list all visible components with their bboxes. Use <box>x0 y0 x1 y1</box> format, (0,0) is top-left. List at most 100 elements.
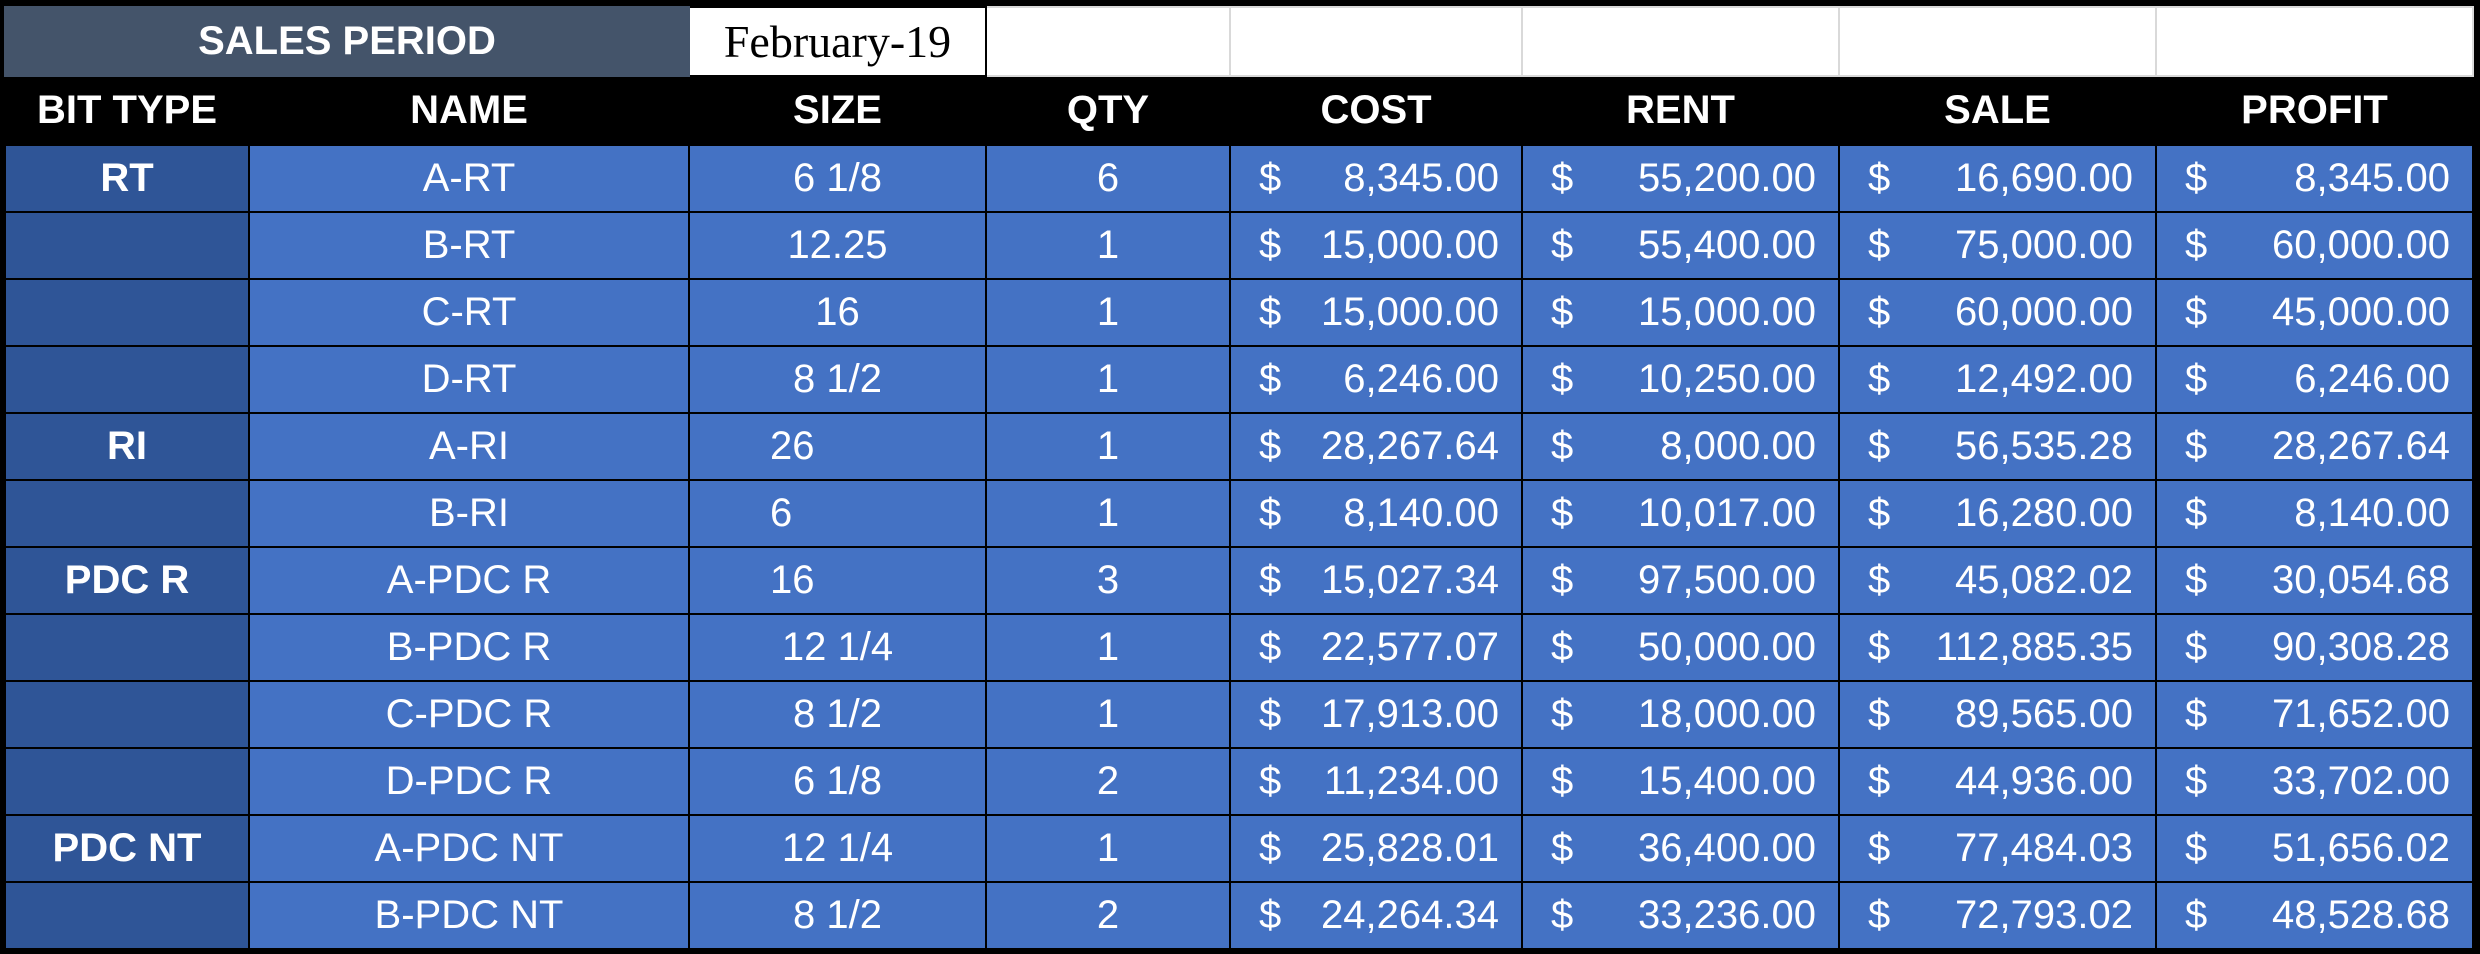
empty-cell[interactable] <box>1838 6 2157 77</box>
sales-period-label[interactable]: SALES PERIOD <box>4 6 690 77</box>
empty-cell[interactable] <box>1521 6 1840 77</box>
rent-cell[interactable]: $55,400.00 <box>1521 211 1840 280</box>
header-qty[interactable]: QTY <box>985 75 1231 146</box>
profit-cell[interactable]: $6,246.00 <box>2155 345 2474 414</box>
sale-cell[interactable]: $44,936.00 <box>1838 747 2157 816</box>
bit-type-cell[interactable] <box>4 345 250 414</box>
sale-cell[interactable]: $60,000.00 <box>1838 278 2157 347</box>
profit-cell[interactable]: $48,528.68 <box>2155 881 2474 950</box>
name-cell[interactable]: A-PDC R <box>248 546 690 615</box>
name-cell[interactable]: B-RI <box>248 479 690 548</box>
cost-cell[interactable]: $8,140.00 <box>1229 479 1523 548</box>
name-cell[interactable]: A-RI <box>248 412 690 481</box>
bit-type-cell[interactable]: RI <box>4 412 250 481</box>
profit-cell[interactable]: $33,702.00 <box>2155 747 2474 816</box>
qty-cell[interactable]: 1 <box>985 479 1231 548</box>
size-cell[interactable]: 8 1/2 <box>688 345 987 414</box>
qty-cell[interactable]: 1 <box>985 345 1231 414</box>
name-cell[interactable]: B-PDC NT <box>248 881 690 950</box>
qty-cell[interactable]: 1 <box>985 278 1231 347</box>
cost-cell[interactable]: $17,913.00 <box>1229 680 1523 749</box>
cost-cell[interactable]: $22,577.07 <box>1229 613 1523 682</box>
profit-cell[interactable]: $51,656.02 <box>2155 814 2474 883</box>
name-cell[interactable]: D-PDC R <box>248 747 690 816</box>
bit-type-cell[interactable]: PDC NT <box>4 814 250 883</box>
sales-period-value[interactable]: February-19 <box>688 6 987 77</box>
rent-cell[interactable]: $10,017.00 <box>1521 479 1840 548</box>
bit-type-cell[interactable] <box>4 278 250 347</box>
profit-cell[interactable]: $30,054.68 <box>2155 546 2474 615</box>
qty-cell[interactable]: 1 <box>985 814 1231 883</box>
name-cell[interactable]: B-RT <box>248 211 690 280</box>
size-cell[interactable]: 8 1/2 <box>688 680 987 749</box>
sale-cell[interactable]: $89,565.00 <box>1838 680 2157 749</box>
rent-cell[interactable]: $33,236.00 <box>1521 881 1840 950</box>
qty-cell[interactable]: 1 <box>985 680 1231 749</box>
rent-cell[interactable]: $15,000.00 <box>1521 278 1840 347</box>
empty-cell[interactable] <box>2155 6 2474 77</box>
size-cell[interactable]: 12 1/4 <box>688 613 987 682</box>
bit-type-cell[interactable] <box>4 747 250 816</box>
sale-cell[interactable]: $77,484.03 <box>1838 814 2157 883</box>
sale-cell[interactable]: $45,082.02 <box>1838 546 2157 615</box>
profit-cell[interactable]: $28,267.64 <box>2155 412 2474 481</box>
bit-type-cell[interactable] <box>4 479 250 548</box>
name-cell[interactable]: A-PDC NT <box>248 814 690 883</box>
qty-cell[interactable]: 1 <box>985 613 1231 682</box>
size-cell[interactable]: 16 <box>688 546 987 615</box>
bit-type-cell[interactable]: PDC R <box>4 546 250 615</box>
rent-cell[interactable]: $50,000.00 <box>1521 613 1840 682</box>
profit-cell[interactable]: $8,140.00 <box>2155 479 2474 548</box>
sale-cell[interactable]: $72,793.02 <box>1838 881 2157 950</box>
rent-cell[interactable]: $55,200.00 <box>1521 144 1840 213</box>
size-cell[interactable]: 6 <box>688 479 987 548</box>
cost-cell[interactable]: $28,267.64 <box>1229 412 1523 481</box>
rent-cell[interactable]: $8,000.00 <box>1521 412 1840 481</box>
size-cell[interactable]: 6 1/8 <box>688 747 987 816</box>
header-profit[interactable]: PROFIT <box>2155 75 2474 146</box>
header-sale[interactable]: SALE <box>1838 75 2157 146</box>
cost-cell[interactable]: $15,000.00 <box>1229 278 1523 347</box>
cost-cell[interactable]: $8,345.00 <box>1229 144 1523 213</box>
profit-cell[interactable]: $90,308.28 <box>2155 613 2474 682</box>
rent-cell[interactable]: $10,250.00 <box>1521 345 1840 414</box>
cost-cell[interactable]: $15,027.34 <box>1229 546 1523 615</box>
sale-cell[interactable]: $56,535.28 <box>1838 412 2157 481</box>
bit-type-cell[interactable] <box>4 881 250 950</box>
sale-cell[interactable]: $16,280.00 <box>1838 479 2157 548</box>
name-cell[interactable]: C-RT <box>248 278 690 347</box>
profit-cell[interactable]: $45,000.00 <box>2155 278 2474 347</box>
sale-cell[interactable]: $16,690.00 <box>1838 144 2157 213</box>
header-bit-type[interactable]: BIT TYPE <box>4 75 250 146</box>
profit-cell[interactable]: $8,345.00 <box>2155 144 2474 213</box>
name-cell[interactable]: A-RT <box>248 144 690 213</box>
size-cell[interactable]: 16 <box>688 278 987 347</box>
size-cell[interactable]: 8 1/2 <box>688 881 987 950</box>
name-cell[interactable]: B-PDC R <box>248 613 690 682</box>
bit-type-cell[interactable] <box>4 680 250 749</box>
qty-cell[interactable]: 3 <box>985 546 1231 615</box>
size-cell[interactable]: 12 1/4 <box>688 814 987 883</box>
empty-cell[interactable] <box>1229 6 1523 77</box>
qty-cell[interactable]: 1 <box>985 412 1231 481</box>
qty-cell[interactable]: 1 <box>985 211 1231 280</box>
header-cost[interactable]: COST <box>1229 75 1523 146</box>
size-cell[interactable]: 26 <box>688 412 987 481</box>
size-cell[interactable]: 12.25 <box>688 211 987 280</box>
sale-cell[interactable]: $12,492.00 <box>1838 345 2157 414</box>
qty-cell[interactable]: 6 <box>985 144 1231 213</box>
profit-cell[interactable]: $71,652.00 <box>2155 680 2474 749</box>
empty-cell[interactable] <box>985 6 1231 77</box>
cost-cell[interactable]: $15,000.00 <box>1229 211 1523 280</box>
sale-cell[interactable]: $75,000.00 <box>1838 211 2157 280</box>
name-cell[interactable]: C-PDC R <box>248 680 690 749</box>
rent-cell[interactable]: $15,400.00 <box>1521 747 1840 816</box>
header-name[interactable]: NAME <box>248 75 690 146</box>
cost-cell[interactable]: $11,234.00 <box>1229 747 1523 816</box>
qty-cell[interactable]: 2 <box>985 881 1231 950</box>
sale-cell[interactable]: $112,885.35 <box>1838 613 2157 682</box>
header-rent[interactable]: RENT <box>1521 75 1840 146</box>
bit-type-cell[interactable] <box>4 613 250 682</box>
bit-type-cell[interactable]: RT <box>4 144 250 213</box>
cost-cell[interactable]: $25,828.01 <box>1229 814 1523 883</box>
